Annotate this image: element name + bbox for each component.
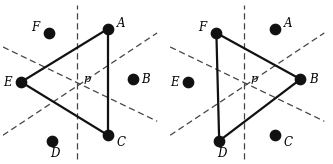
Text: C: C xyxy=(283,136,292,149)
Point xyxy=(273,134,278,137)
Point xyxy=(106,134,111,137)
Text: D: D xyxy=(217,147,227,160)
Point xyxy=(298,78,303,81)
Point xyxy=(216,140,222,142)
Text: E: E xyxy=(3,75,11,89)
Text: F: F xyxy=(198,21,206,34)
Text: C: C xyxy=(116,136,125,149)
Point xyxy=(214,32,219,34)
Text: p: p xyxy=(251,74,258,84)
Text: D: D xyxy=(50,147,60,160)
Point xyxy=(186,81,191,83)
Text: A: A xyxy=(284,17,292,30)
Point xyxy=(19,81,24,83)
Text: B: B xyxy=(309,73,317,86)
Point xyxy=(273,27,278,30)
Text: F: F xyxy=(31,21,39,34)
Point xyxy=(131,78,136,81)
Text: p: p xyxy=(84,74,91,84)
Text: A: A xyxy=(117,17,125,30)
Text: B: B xyxy=(142,73,150,86)
Text: E: E xyxy=(170,75,178,89)
Point xyxy=(47,32,52,34)
Point xyxy=(106,27,111,30)
Point xyxy=(49,140,55,142)
